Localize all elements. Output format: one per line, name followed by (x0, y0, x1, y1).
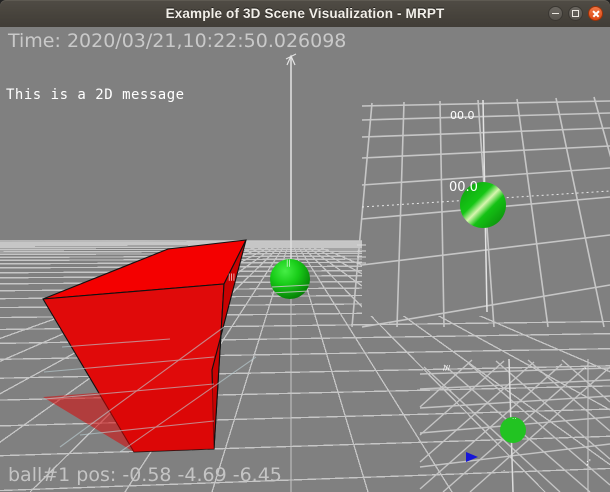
z-axis-line (285, 53, 297, 289)
inset-top-tick-label: 00.0 (450, 109, 475, 122)
green-sphere-inset-bottom-shape (500, 417, 526, 443)
ball-position-label: ball#1 pos: -0.58 -4.69 -6.45 (8, 464, 282, 486)
scene-3d-viewport[interactable]: ||| || (0, 27, 610, 492)
inset-bottom-tick-c: .. (512, 413, 516, 421)
close-icon (589, 7, 602, 20)
maximize-icon (569, 7, 582, 20)
minimize-icon (549, 7, 562, 20)
tick-label-main-left: ||| (228, 273, 235, 281)
inset-viewport-top-right (351, 54, 610, 328)
minimize-button[interactable] (548, 6, 563, 21)
green-sphere-inset-top-shape (460, 182, 506, 228)
green-sphere-main-shape (270, 259, 310, 299)
time-label: Time: 2020/03/21,10:22:50.026098 (8, 30, 347, 52)
blue-marker-triangle (466, 452, 478, 462)
red-box-shape (42, 239, 247, 453)
window-title: Example of 3D Scene Visualization - MRPT (165, 6, 445, 21)
maximize-button[interactable] (568, 6, 583, 21)
inset-bottom-tick-b: .. (582, 363, 586, 371)
inset-bottom-tick-d: . (503, 465, 505, 473)
inset-bottom-tick-a: /// (443, 364, 451, 372)
tick-label-main-top: || (286, 259, 291, 267)
inset-sphere-tick-label: 00.0 (449, 180, 478, 195)
right-edge-tick: ;' (586, 458, 591, 467)
title-bar[interactable]: Example of 3D Scene Visualization - MRPT (0, 0, 610, 27)
message-2d-label: This is a 2D message (6, 87, 185, 103)
scene-render: ||| || (0, 27, 610, 492)
close-button[interactable] (588, 6, 603, 21)
